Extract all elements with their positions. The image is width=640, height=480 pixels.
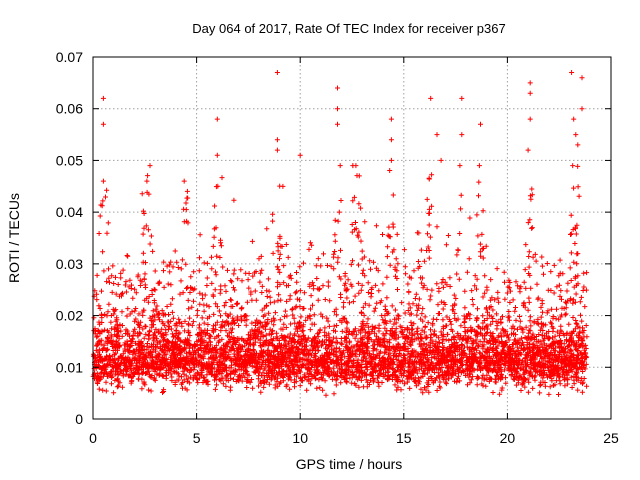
y-axis-label: ROTI / TECUs bbox=[6, 193, 22, 283]
y-tick-label: 0 bbox=[75, 411, 83, 427]
x-tick-label: 5 bbox=[193, 430, 201, 446]
grid-lines bbox=[93, 57, 611, 419]
y-tick-label: 0.07 bbox=[56, 49, 83, 65]
plot-frame bbox=[92, 56, 612, 420]
y-tick-label: 0.03 bbox=[56, 256, 83, 272]
y-tick-labels: 0 0.01 0.02 0.03 0.04 0.05 0.06 0.07 bbox=[56, 49, 83, 427]
y-tick-label: 0.06 bbox=[56, 101, 83, 117]
x-tick-label: 10 bbox=[292, 430, 308, 446]
x-tick-label: 15 bbox=[396, 430, 412, 446]
y-tick-label: 0.04 bbox=[56, 204, 83, 220]
x-tick-label: 20 bbox=[500, 430, 516, 446]
axis-ticks bbox=[92, 56, 612, 420]
data-points bbox=[90, 70, 590, 398]
x-tick-label: 25 bbox=[603, 430, 619, 446]
x-axis-label: GPS time / hours bbox=[296, 456, 403, 472]
y-tick-label: 0.01 bbox=[56, 359, 83, 375]
x-tick-label: 0 bbox=[89, 430, 97, 446]
y-tick-label: 0.02 bbox=[56, 308, 83, 324]
x-tick-labels: 0 5 10 15 20 25 bbox=[89, 430, 619, 446]
chart-title: Day 064 of 2017, Rate Of TEC Index for r… bbox=[192, 21, 505, 36]
y-tick-label: 0.05 bbox=[56, 152, 83, 168]
roti-scatter-points bbox=[90, 70, 590, 398]
